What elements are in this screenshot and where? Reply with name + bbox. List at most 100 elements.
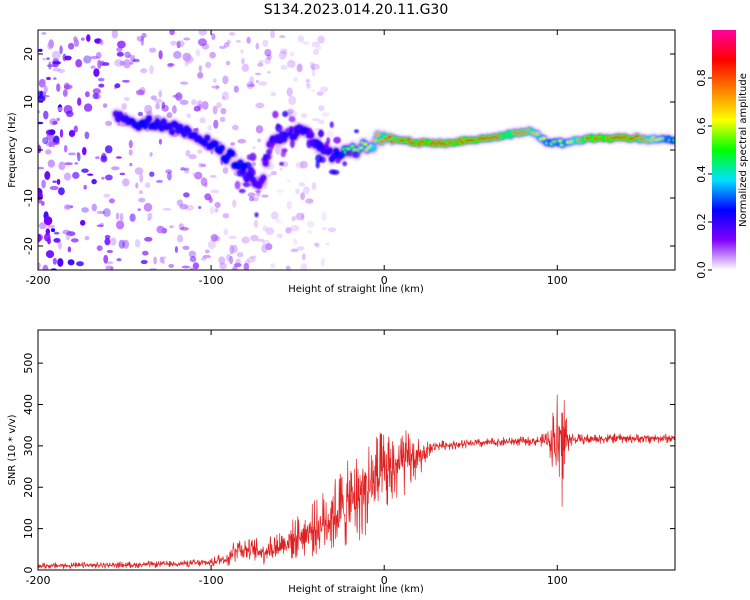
spectrogram-noise-blob	[209, 51, 216, 59]
snr-x-ticks: -200 -100 0 100	[26, 330, 568, 587]
spectrogram-noise-blob	[241, 58, 245, 65]
spectrogram-noise-blob	[51, 50, 61, 60]
spectrogram-noise-blob	[256, 238, 265, 242]
spectrogram-noise-blob	[109, 237, 117, 246]
spectrogram-x-ticks: -200 -100 0 100	[26, 30, 568, 287]
spectrogram-noise-blob	[201, 257, 207, 261]
spectrogram-noise-blob	[306, 220, 315, 228]
snr-frame	[37, 329, 676, 571]
spectrogram-noise-blob	[63, 82, 70, 90]
spectrogram-noise-blob	[240, 49, 244, 54]
spectrogram-noise-blob	[237, 138, 247, 144]
spectrogram-noise-blob	[140, 68, 148, 74]
spectrogram-noise-blob	[68, 129, 76, 138]
spectrogram-noise-blob	[128, 140, 133, 149]
spectrogram-noise-blob	[38, 121, 44, 125]
x-tick-label: -100	[199, 574, 224, 587]
spectrogram-energy-blob	[254, 212, 259, 218]
spectrogram-noise-blob	[251, 161, 257, 167]
spectrogram-noise-blob	[140, 259, 148, 265]
spectrogram-noise-blob	[158, 90, 162, 98]
spectrogram-noise-blob	[280, 64, 288, 70]
spectrogram-noise-blob	[97, 59, 102, 69]
spectrogram-noise-blob	[256, 188, 261, 198]
spectrogram-noise-blob	[111, 30, 118, 39]
spectrogram-noise-blob	[300, 263, 308, 270]
spectrogram-energy-blob	[238, 188, 246, 194]
spectrogram-noise-blob	[321, 258, 325, 267]
spectrogram-noise-blob	[49, 118, 58, 126]
spectrogram-noise-blob	[191, 172, 196, 176]
spectrogram-ridge-core	[379, 139, 385, 144]
spectrogram-noise-blob	[311, 41, 320, 48]
spectrogram-noise-blob	[306, 79, 311, 86]
spectrogram-noise-blob	[134, 167, 144, 175]
spectrogram-noise-blob	[149, 47, 157, 53]
spectrogram-noise-blob	[173, 50, 182, 59]
spectrogram-noise-blob	[53, 231, 60, 235]
spectrogram-noise-blob	[50, 228, 56, 233]
spectrogram-noise-blob	[47, 159, 55, 168]
spectrogram-noise-blob	[82, 147, 87, 156]
spectrogram-noise-blob	[205, 249, 210, 254]
spectrogram-ridge-blob	[370, 144, 377, 152]
spectrogram-noise-blob	[132, 58, 140, 63]
spectrogram-noise-blob	[286, 87, 293, 97]
spectrogram-noise-blob	[301, 212, 305, 221]
spectrogram-energy-blob	[289, 139, 295, 149]
colorbar: 0.0 0.2 0.4 0.6 0.8 Normalized spectral ampl…	[695, 30, 749, 279]
spectrogram-noise-blob	[74, 162, 79, 165]
spectrogram-noise-blob	[56, 83, 61, 92]
snr-series-line	[38, 394, 675, 570]
spectrogram-noise-blob	[137, 111, 143, 117]
spectrogram-noise-blob	[115, 156, 122, 159]
spectrogram-noise-blob	[48, 129, 56, 136]
spectrogram-noise-blob	[219, 262, 227, 270]
spectrogram-noise-blob	[149, 171, 155, 177]
spectrogram-noise-blob	[158, 138, 162, 145]
spectrogram-noise-blob	[246, 81, 255, 89]
spectrogram-noise-blob	[180, 166, 186, 171]
spectrogram-noise-blob	[243, 263, 250, 270]
spectrogram-noise-blob	[211, 85, 220, 89]
spectrogram-noise-blob	[66, 110, 74, 118]
spectrogram-noise-blob	[38, 166, 45, 170]
spectrogram-noise-blob	[207, 240, 216, 250]
spectrogram-noise-blob	[290, 225, 300, 232]
spectrogram-noise-blob	[170, 40, 177, 46]
spectrogram-noise-blob	[56, 117, 60, 121]
spectrogram-noise-blob	[52, 138, 56, 143]
spectrogram-noise-blob	[150, 95, 157, 101]
spectrogram-noise-blob	[176, 199, 184, 207]
spectrogram-noise-blob	[325, 242, 330, 245]
colorbar-tick-label: 0.0	[695, 261, 708, 279]
spectrogram-noise-blob	[268, 174, 272, 177]
colorbar-tick-label: 0.6	[695, 117, 708, 135]
spectrogram-noise-blob	[66, 231, 76, 237]
spectrogram-noise-blob	[295, 188, 300, 195]
spectrogram-energy-blob	[331, 169, 340, 175]
spectrogram-noise-blob	[167, 171, 172, 181]
spectrogram-energy-blob	[335, 157, 341, 164]
spectrogram-noise-blob	[291, 215, 296, 222]
spectrogram-energy-blob	[263, 154, 267, 162]
spectrogram-noise-blob	[321, 211, 327, 221]
spectrogram-noise-blob	[262, 225, 268, 232]
spectrogram-noise-blob	[180, 81, 189, 85]
spectrogram-noise-blob	[62, 89, 68, 97]
spectrogram-noise-blob	[207, 124, 212, 131]
spectrogram-noise-blob	[123, 96, 130, 102]
spectrogram-noise-blob	[119, 172, 126, 176]
colorbar-label: Normalized spectral amplitude	[738, 73, 749, 227]
spectrogram-noise-blob	[64, 204, 71, 210]
spectrogram-noise-blob	[121, 79, 130, 83]
spectrogram-noise-blob	[226, 253, 232, 262]
spectrogram-noise-blob	[102, 208, 111, 217]
spectrogram-noise-blob	[96, 245, 103, 251]
spectrogram-noise-blob	[124, 51, 131, 59]
spectrogram-noise-blob	[255, 125, 264, 134]
spectrogram-ridge-core	[373, 138, 378, 142]
spectrogram-noise-blob	[83, 55, 92, 64]
spectrogram-noise-blob	[135, 182, 139, 189]
